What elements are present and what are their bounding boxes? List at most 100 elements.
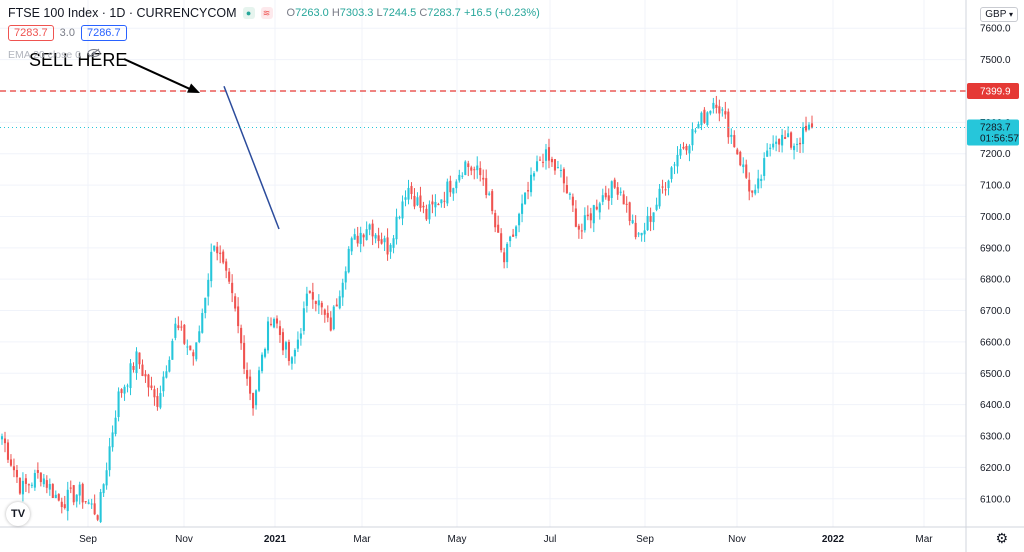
sell-price-button[interactable]: 7283.7 [8,25,54,41]
candle-body [772,143,775,148]
candle [494,209,497,233]
candle [305,286,308,313]
indicator-legend[interactable]: EMA 20 close 0 [8,48,101,61]
candle-body [123,386,126,394]
candle [243,335,246,375]
candle [293,348,296,364]
candle-body [102,484,105,494]
candle-body [21,480,24,495]
candle-body [210,251,213,282]
candle-body [556,167,559,169]
candle [574,200,577,228]
candle-body [667,180,670,189]
candle [3,431,7,453]
candle-body [383,238,386,243]
resistance-price-text: 7399.9 [980,87,1011,98]
candle-body [135,351,138,374]
candle [416,192,419,207]
candle-body [407,187,410,200]
candle [535,155,539,173]
candle [607,188,610,210]
candle [682,142,685,150]
candle-body [685,146,688,151]
candle-body [6,442,10,460]
candle-body [580,230,583,232]
symbol-title[interactable]: FTSE 100 Index · 1D · CURRENCYCOM [8,6,237,20]
candle-body [428,204,431,220]
candle [787,126,790,138]
gear-icon[interactable]: ⚙ [995,530,1008,546]
candle [781,128,784,153]
candle-body [571,196,574,206]
candle [619,187,622,196]
candle-body [359,232,362,244]
candle [419,186,422,212]
indicator-label[interactable]: EMA 20 close 0 [8,48,81,61]
candle-body [258,370,261,391]
candle-body [171,340,174,360]
candle-body [649,216,652,222]
candle-body [308,290,311,293]
candle [688,144,691,162]
candle-body [733,135,736,148]
candle-body [449,180,452,193]
candle [0,433,4,445]
candle [386,228,389,261]
candle-body [377,235,380,242]
tradingview-logo[interactable]: TV [6,502,30,526]
candle [443,191,446,208]
candle [326,305,329,323]
candle-body [527,190,530,192]
candle-body [39,472,42,483]
candle-body [99,492,102,522]
eye-hidden-icon[interactable] [87,48,101,61]
candle [730,128,733,145]
candle-body [341,282,344,298]
candle [697,121,700,129]
candle-body [676,154,679,167]
price-tick-label: 6500.0 [980,369,1011,380]
candle [586,205,589,221]
last-price-tag [967,119,1019,146]
candle [380,232,383,245]
candle-body [494,212,497,228]
candle [598,201,601,220]
candle [323,308,326,323]
candle-body [284,342,287,350]
candle [317,294,320,314]
candle-body [213,245,216,251]
candle-body [75,494,78,502]
price-tick-label: 7100.0 [980,181,1011,192]
candle-body [532,173,536,177]
candle [455,179,458,194]
candle [757,169,760,194]
candle-body [518,213,521,226]
candle-body [305,293,308,306]
buy-price-button[interactable]: 7286.7 [80,25,127,41]
candle [132,362,135,373]
candle-body [51,484,54,499]
candle [784,130,787,140]
candle-body [356,235,359,244]
candle-body [243,342,246,369]
candle-body [715,104,718,108]
countdown-text: 01:56:57 [980,133,1019,144]
candle-body [249,376,252,394]
flag-icon[interactable]: ≋ [260,7,273,19]
candle-body [425,208,428,220]
annotation-label: SELL HERE [29,50,127,70]
candle [9,454,13,467]
candle-body [604,192,607,198]
currency-selector[interactable]: GBP ▾ [980,7,1018,22]
candle [135,347,138,380]
candle [395,208,398,245]
candle [216,241,219,261]
candle [458,169,461,183]
candle-body [628,202,631,221]
bid-ask-row: 7283.7 3.0 7286.7 [8,25,127,41]
candle [263,347,267,359]
candle [383,235,386,251]
low-label: L [376,7,383,19]
candle-body [485,178,488,196]
